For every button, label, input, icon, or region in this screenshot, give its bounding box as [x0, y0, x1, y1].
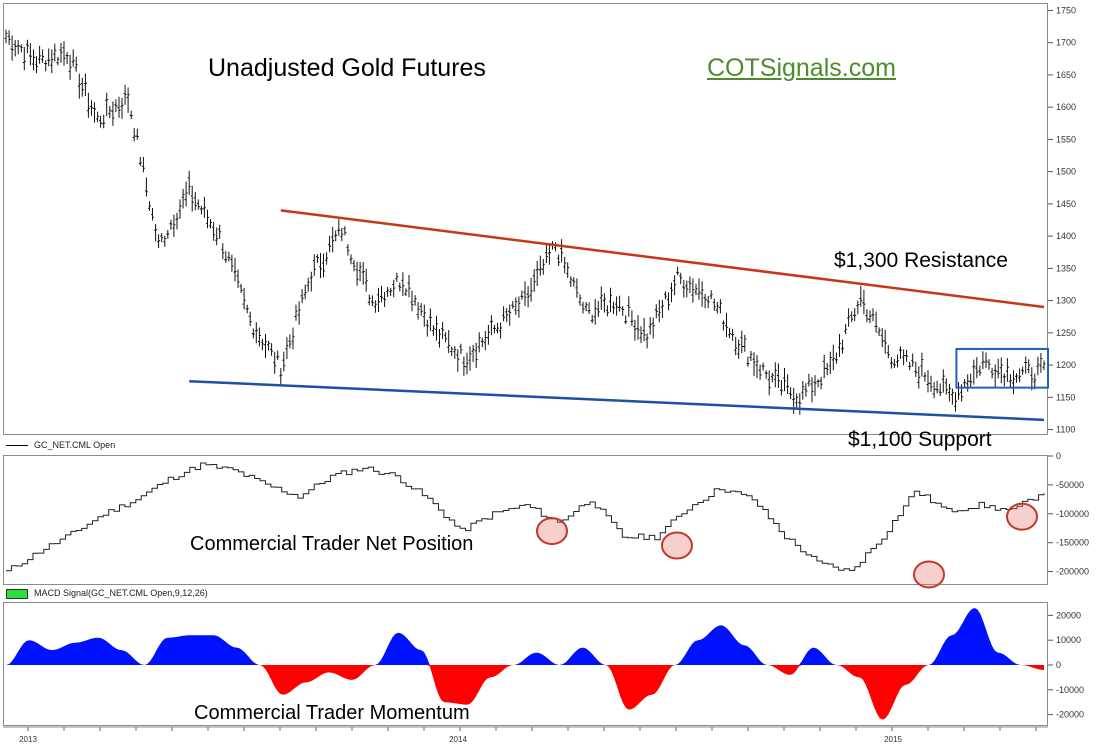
support-trendline	[189, 379, 1045, 422]
price-chart: 1750 1700 1650 1600 1550 1500 1450 1400 1350 1300…	[4, 5, 1076, 435]
y-tick-label: 1450	[1056, 199, 1076, 209]
momentum-title: Commercial Trader Momentum	[194, 702, 470, 724]
y-tick-label: -50000	[1056, 480, 1084, 490]
momentum-chart: 20000 10000 0 -10000 -20000	[6, 608, 1084, 720]
price-bars	[4, 29, 1046, 415]
source-link[interactable]: COTSignals.com	[707, 54, 896, 82]
y-tick-label: -10000	[1056, 685, 1084, 695]
circled-point	[1006, 502, 1038, 531]
momentum-panel: 20000 10000 0 -10000 -20000 Commercial Trade…	[3, 602, 1084, 726]
chart-title: Unadjusted Gold Futures	[208, 54, 486, 82]
y-tick-label: 0	[1056, 451, 1061, 461]
y-tick-label: 1200	[1056, 360, 1076, 370]
net-position-chart: 0 -50000 -100000 -150000 -200000	[6, 451, 1089, 589]
y-tick-label: 1550	[1056, 134, 1076, 144]
y-tick-label: -150000	[1056, 538, 1089, 548]
consolidation-box	[955, 347, 1049, 389]
momentum-negative-area	[6, 665, 1044, 720]
net-position-panel: 0 -50000 -100000 -150000 -200000 Commercial …	[3, 451, 1089, 589]
y-tick-label: 1750	[1056, 5, 1076, 15]
circled-point	[913, 560, 945, 589]
y-tick-label: 1700	[1056, 38, 1076, 48]
momentum-positive-area	[6, 608, 1044, 665]
x-tick-label: 2015	[884, 735, 902, 744]
y-tick-label: 1100	[1056, 425, 1075, 435]
y-tick-label: 1500	[1056, 167, 1076, 177]
net-position-title: Commercial Trader Net Position	[190, 533, 474, 555]
y-tick-label: 1600	[1056, 102, 1076, 112]
y-tick-label: 10000	[1056, 635, 1081, 645]
support-label: $1,100 Support	[848, 428, 992, 451]
time-axis: 2013 2014 2015	[3, 726, 1048, 744]
circled-point	[661, 531, 693, 560]
y-tick-label: 1250	[1056, 328, 1076, 338]
resistance-label: $1,300 Resistance	[834, 249, 1008, 272]
price-panel: 1750 1700 1650 1600 1550 1500 1450 1400 1350 1300…	[3, 3, 1076, 435]
y-tick-label: 20000	[1056, 610, 1081, 620]
y-tick-label: -100000	[1056, 509, 1089, 519]
y-tick-label: 1300	[1056, 296, 1076, 306]
y-tick-label: 1650	[1056, 70, 1076, 80]
y-tick-label: 1350	[1056, 263, 1076, 273]
net-position-legend: GC_NET.CML Open	[6, 440, 115, 450]
macd-legend: MACD Signal(GC_NET.CML Open,9,12,26)	[6, 588, 208, 599]
y-tick-label: 1400	[1056, 231, 1076, 241]
resistance-trendline	[280, 209, 1045, 309]
circled-point	[536, 517, 568, 546]
x-tick-label: 2013	[19, 735, 37, 744]
legend-swatch-icon	[6, 588, 28, 599]
net-position-line	[6, 462, 1045, 572]
legend-line-icon	[6, 445, 28, 447]
y-tick-label: -20000	[1056, 710, 1084, 720]
y-tick-label: -200000	[1056, 567, 1089, 577]
y-tick-label: 1150	[1056, 392, 1075, 402]
x-tick-label: 2014	[449, 735, 467, 744]
y-tick-label: 0	[1056, 660, 1061, 670]
